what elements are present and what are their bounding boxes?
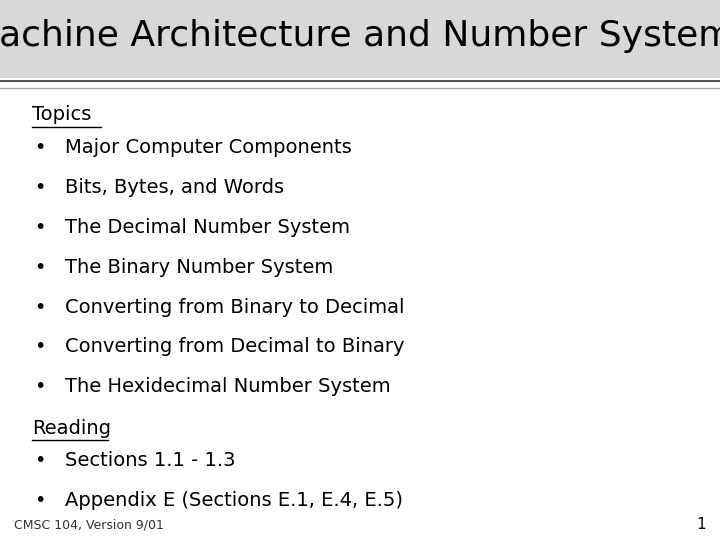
Text: Converting from Binary to Decimal: Converting from Binary to Decimal: [65, 298, 405, 316]
Text: •: •: [34, 258, 45, 276]
Text: •: •: [34, 377, 45, 396]
Text: The Hexidecimal Number System: The Hexidecimal Number System: [65, 377, 390, 396]
Text: •: •: [34, 298, 45, 316]
Text: Reading: Reading: [32, 418, 112, 437]
Text: The Binary Number System: The Binary Number System: [65, 258, 333, 276]
Text: •: •: [34, 218, 45, 237]
Text: •: •: [34, 491, 45, 510]
Text: Converting from Decimal to Binary: Converting from Decimal to Binary: [65, 338, 405, 356]
Text: Appendix E (Sections E.1, E.4, E.5): Appendix E (Sections E.1, E.4, E.5): [65, 491, 402, 510]
Text: Machine Architecture and Number Systems: Machine Architecture and Number Systems: [0, 19, 720, 53]
Text: •: •: [34, 178, 45, 197]
FancyBboxPatch shape: [0, 0, 720, 78]
Text: Topics: Topics: [32, 105, 91, 124]
Text: Bits, Bytes, and Words: Bits, Bytes, and Words: [65, 178, 284, 197]
Text: •: •: [34, 338, 45, 356]
Text: Major Computer Components: Major Computer Components: [65, 138, 351, 157]
Text: Sections 1.1 - 1.3: Sections 1.1 - 1.3: [65, 451, 235, 470]
Text: •: •: [34, 451, 45, 470]
Text: CMSC 104, Version 9/01: CMSC 104, Version 9/01: [14, 519, 164, 532]
Text: The Decimal Number System: The Decimal Number System: [65, 218, 350, 237]
Text: •: •: [34, 138, 45, 157]
Text: 1: 1: [696, 517, 706, 532]
